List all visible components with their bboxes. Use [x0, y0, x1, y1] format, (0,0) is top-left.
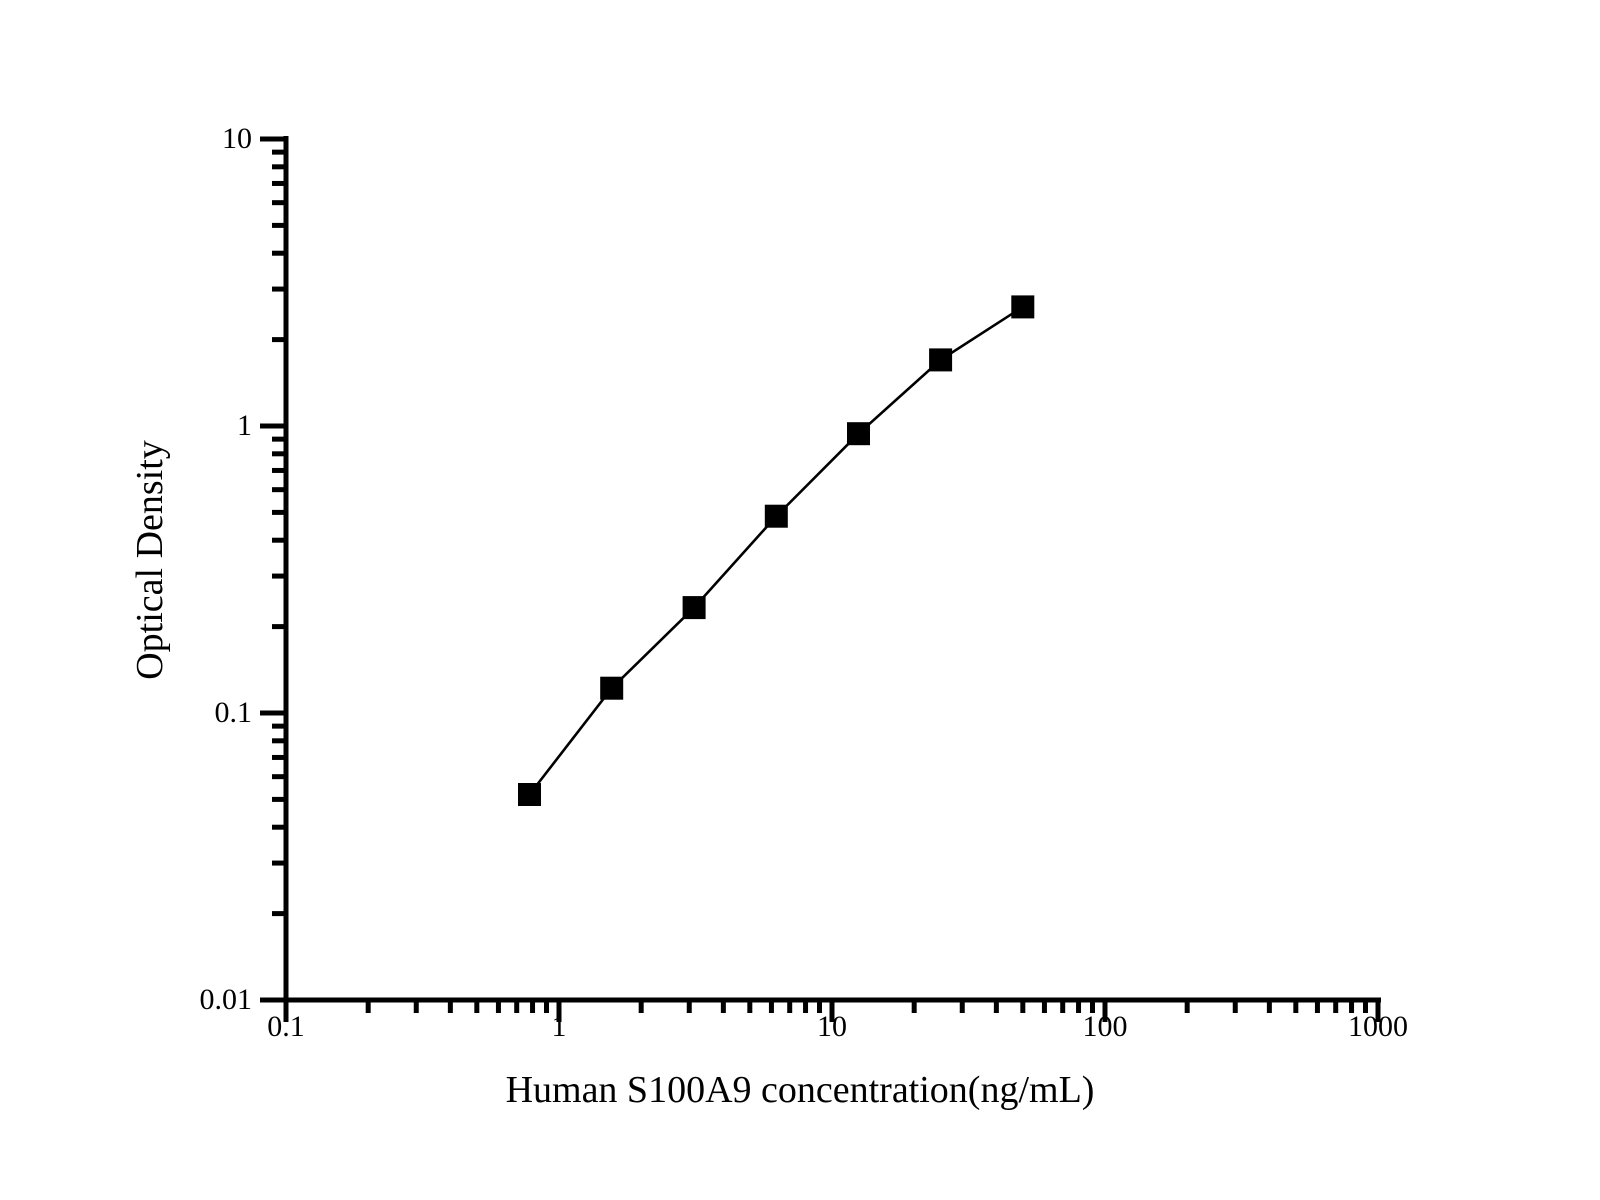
x-tick-label: 100	[1082, 1010, 1128, 1043]
y-tick-label: 0.1	[214, 696, 253, 729]
x-tick-label: 0.1	[267, 1010, 305, 1043]
y-axis-ticks	[260, 136, 286, 1003]
series-polyline	[528, 305, 1024, 796]
x-tick-label: 1	[551, 1010, 567, 1043]
y-axis-title: Optical Density	[129, 440, 171, 680]
data-point-marker	[764, 504, 788, 528]
data-point-marker	[847, 422, 870, 446]
x-axis-ticks	[283, 1000, 1381, 1022]
x-axis-title: Human S100A9 concentration(ng/mL)	[505, 1069, 1095, 1111]
data-point-marker	[518, 783, 541, 806]
data-markers	[518, 295, 1035, 806]
y-tick-label: 1	[237, 409, 252, 442]
data-point-marker	[682, 596, 706, 620]
y-tick-label: 10	[222, 122, 252, 155]
data-point-marker	[929, 348, 953, 372]
axis-lines	[283, 136, 1381, 1003]
y-tick-label: 0.01	[199, 983, 253, 1016]
x-tick-label: 1000	[1348, 1010, 1408, 1043]
data-point-marker	[1011, 295, 1035, 319]
x-tick-label: 10	[817, 1010, 847, 1043]
data-point-marker	[600, 676, 624, 700]
data-line	[528, 305, 1024, 796]
